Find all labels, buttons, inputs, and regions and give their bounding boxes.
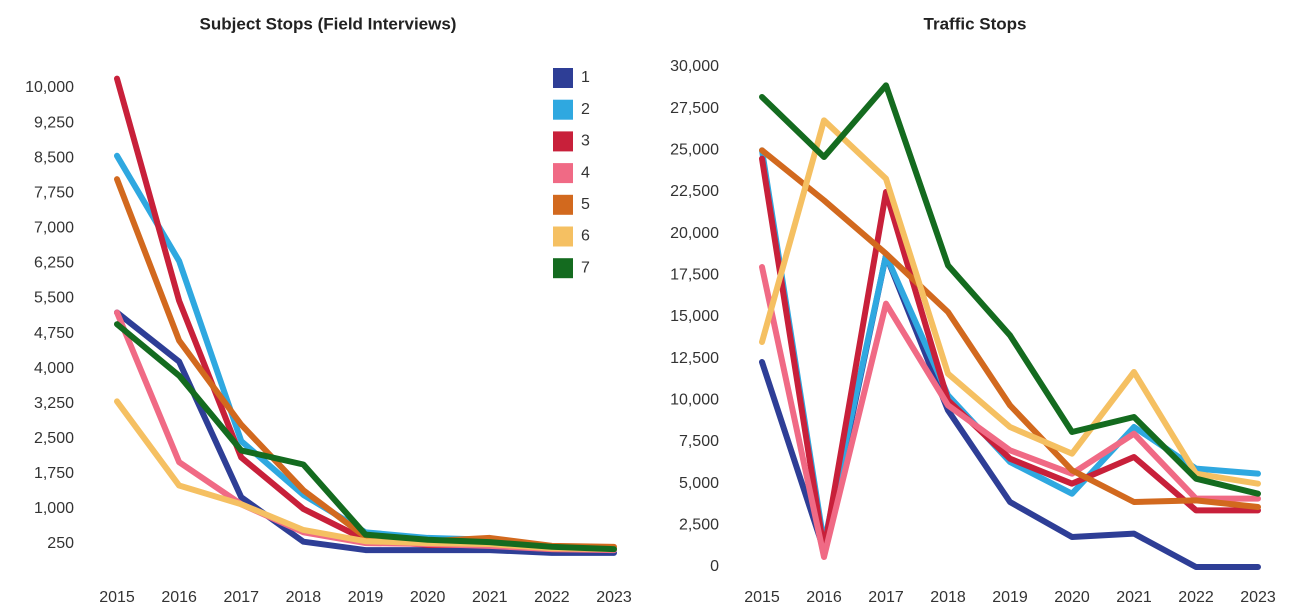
y-tick-label: 27,500	[670, 100, 719, 117]
y-tick-label: 4,000	[34, 360, 74, 377]
legend-label: 4	[581, 164, 590, 181]
y-tick-label: 7,500	[679, 433, 719, 450]
legend-label: 5	[581, 196, 590, 213]
x-tick-label: 2015	[99, 589, 135, 606]
series-line	[114, 309, 617, 556]
y-tick-label: 10,000	[25, 79, 74, 96]
y-tick-label: 5,500	[34, 290, 74, 307]
series-line	[114, 398, 617, 553]
legend-swatch	[553, 131, 573, 152]
x-tick-label: 2022	[1178, 589, 1214, 606]
x-tick-label: 2018	[286, 589, 322, 606]
x-tick-label: 2022	[534, 589, 570, 606]
series-line	[759, 117, 1261, 487]
y-tick-label: 8,500	[34, 149, 74, 166]
y-tick-label: 3,250	[34, 395, 74, 412]
y-tick-label: 30,000	[670, 58, 719, 75]
series-line	[759, 264, 1261, 560]
x-tick-label: 2021	[472, 589, 508, 606]
legend-label: 7	[581, 259, 590, 276]
y-tick-label: 10,000	[670, 392, 719, 409]
y-tick-label: 15,000	[670, 308, 719, 325]
chart-title: Subject Stops (Field Interviews)	[200, 14, 457, 33]
x-tick-label: 2019	[992, 589, 1028, 606]
legend-swatch	[553, 68, 573, 88]
legend-label: 6	[581, 228, 590, 245]
legend-swatch	[553, 99, 573, 120]
legend-label: 2	[581, 101, 590, 118]
legend-swatch	[553, 258, 573, 279]
x-tick-label: 2023	[596, 589, 632, 606]
series-line	[114, 321, 617, 553]
x-tick-label: 2021	[1116, 589, 1152, 606]
series-line	[114, 75, 617, 553]
series-line	[759, 82, 1261, 497]
y-tick-label: 6,250	[34, 255, 74, 272]
x-tick-label: 2023	[1240, 589, 1276, 606]
legend-label: 3	[581, 133, 590, 150]
y-tick-label: 2,500	[34, 430, 74, 447]
x-tick-label: 2016	[161, 589, 197, 606]
y-tick-label: 1,750	[34, 465, 74, 482]
legend-swatch	[553, 226, 573, 247]
y-tick-label: 17,500	[670, 267, 719, 284]
x-tick-label: 2020	[1054, 589, 1090, 606]
y-tick-label: 5,000	[679, 475, 719, 492]
x-tick-label: 2015	[744, 589, 780, 606]
y-tick-label: 7,000	[34, 220, 74, 237]
y-tick-label: 9,250	[34, 114, 74, 131]
legend-swatch	[553, 194, 573, 215]
y-tick-label: 250	[47, 535, 74, 552]
x-tick-label: 2017	[223, 589, 259, 606]
y-tick-label: 2,500	[679, 517, 719, 534]
series-line	[759, 147, 1261, 510]
y-tick-label: 7,750	[34, 184, 74, 201]
series-line	[759, 155, 1261, 554]
x-tick-label: 2016	[806, 589, 842, 606]
series-line	[759, 252, 1261, 570]
x-tick-label: 2020	[410, 589, 446, 606]
legend-label: 1	[581, 69, 590, 86]
x-tick-label: 2018	[930, 589, 966, 606]
y-tick-label: 0	[710, 558, 719, 575]
y-tick-label: 25,000	[670, 142, 719, 159]
y-tick-label: 22,500	[670, 183, 719, 200]
chart-title: Traffic Stops	[924, 14, 1027, 33]
x-tick-label: 2019	[348, 589, 384, 606]
legend-swatch	[553, 163, 573, 184]
y-tick-label: 4,750	[34, 325, 74, 342]
y-tick-label: 20,000	[670, 225, 719, 242]
y-tick-label: 1,000	[34, 500, 74, 517]
x-tick-label: 2017	[868, 589, 904, 606]
series-line	[114, 309, 617, 554]
y-tick-label: 12,500	[670, 350, 719, 367]
